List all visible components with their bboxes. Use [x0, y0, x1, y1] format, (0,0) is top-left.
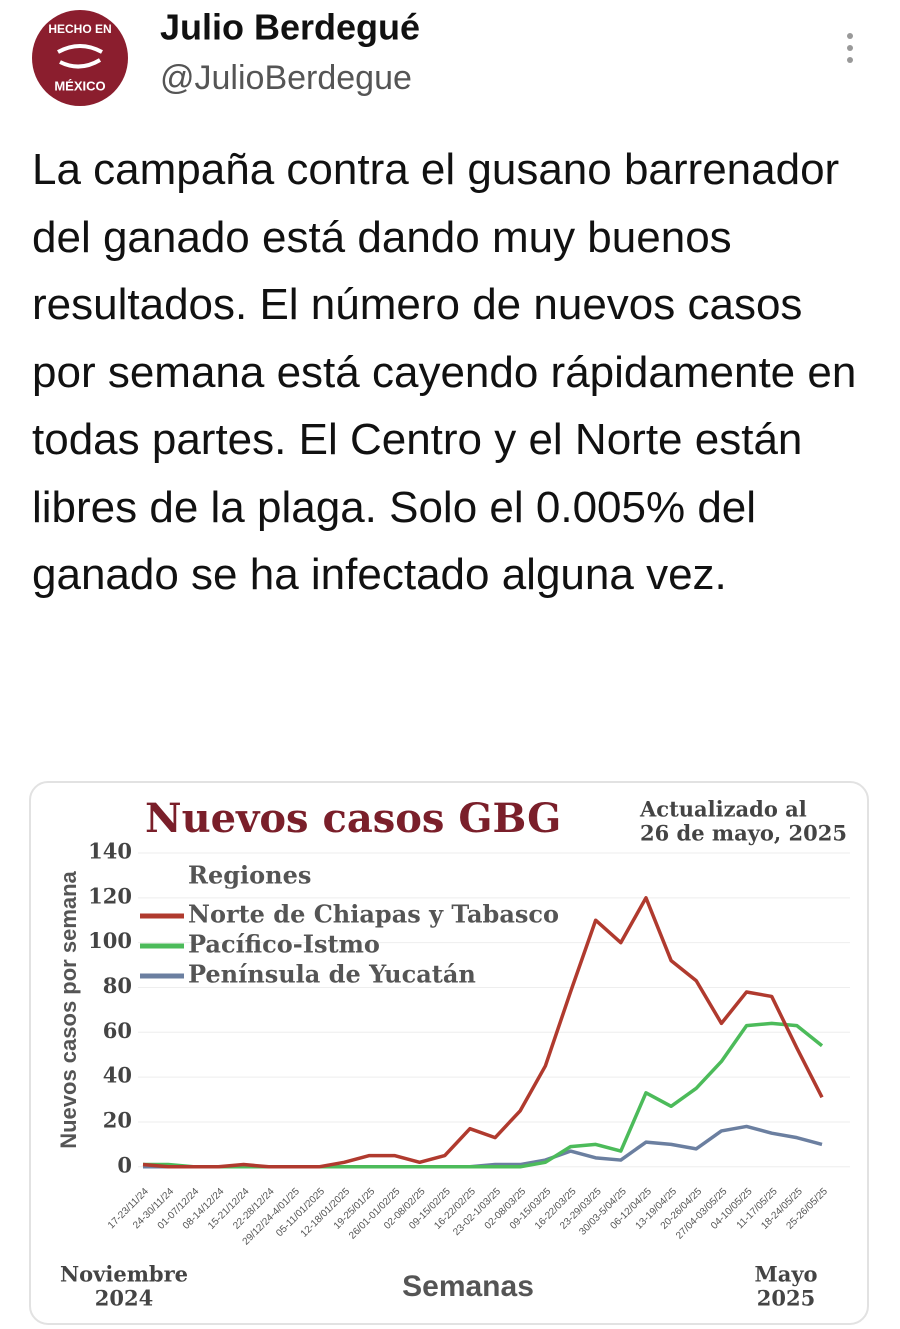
y-tick-label: 120	[88, 883, 132, 908]
series-line	[142, 896, 824, 1169]
tweet-text: La campaña contra el gusano barrenador d…	[32, 145, 857, 599]
y-tick-label: 100	[88, 928, 132, 953]
y-tick-label: 20	[103, 1107, 132, 1132]
y-tick-label: 140	[88, 839, 132, 864]
legend-label: Península de Yucatán	[188, 960, 476, 989]
y-tick-label: 0	[117, 1152, 132, 1177]
y-tick-label: 80	[103, 973, 132, 998]
chart-subtitle: 26 de mayo, 2025	[640, 821, 847, 846]
annotation: 2024	[95, 1286, 153, 1311]
legend-label: Pacífico-Istmo	[188, 930, 380, 959]
y-tick-label: 40	[103, 1063, 132, 1088]
annotation: Noviembre	[60, 1262, 188, 1287]
user-handle[interactable]: @JulioBerdegue	[160, 59, 412, 97]
avatar-icon	[57, 44, 103, 69]
annotation: 2025	[757, 1286, 815, 1311]
y-tick-label: 60	[103, 1018, 132, 1043]
avatar-text: MÉXICO	[54, 78, 105, 93]
menu-button[interactable]	[847, 33, 853, 63]
chart-title: Nuevos casos GBG	[145, 795, 561, 842]
avatar[interactable]	[32, 10, 128, 106]
chart-card	[29, 781, 869, 1325]
avatar-text: HECHO EN	[48, 22, 111, 36]
user-name[interactable]: Julio Berdegué	[160, 7, 420, 48]
chart-subtitle: Actualizado al	[639, 797, 807, 822]
x-axis-label: Semanas	[402, 1270, 534, 1303]
legend-label: Norte de Chiapas y Tabasco	[188, 900, 559, 929]
y-axis-label: Nuevos casos por semana	[56, 870, 81, 1148]
annotation: Mayo	[754, 1262, 817, 1287]
legend-title: Regiones	[188, 861, 311, 890]
